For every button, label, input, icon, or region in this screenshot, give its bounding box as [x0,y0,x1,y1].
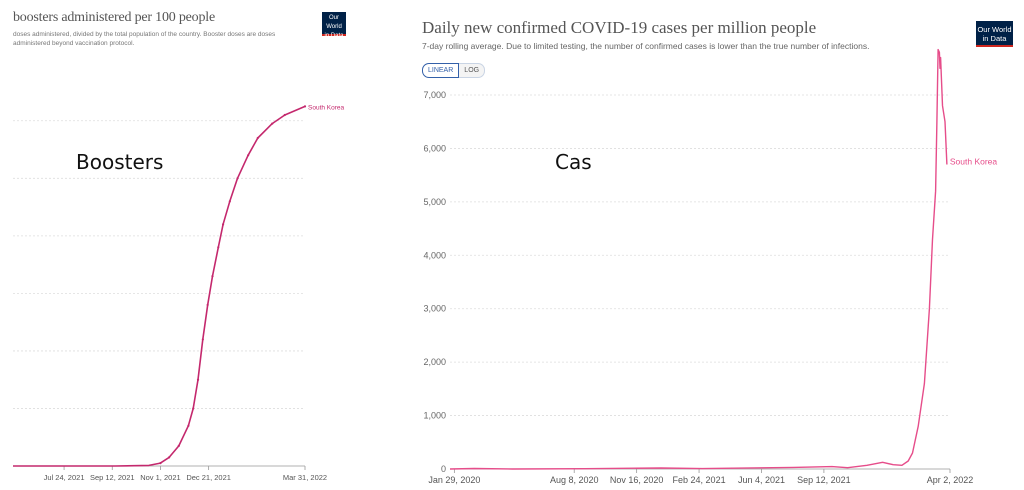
x-tick-label: Nov 1, 2021 [140,473,180,482]
x-tick-label: Dec 21, 2021 [186,473,231,482]
logo-line-1: Our World [977,25,1012,34]
x-tick-label: Mar 31, 2022 [283,473,327,482]
data-point [159,462,162,465]
log-toggle-button[interactable]: LOG [459,63,486,78]
data-point [217,246,220,249]
cases-line-chart: 0 1,000 2,000 3,000 4,000 5,000 6,000 7,000 Jan … [423,48,998,485]
data-point [177,444,180,447]
data-point [256,136,259,140]
data-point [303,105,307,108]
series-label: South Korea [950,156,998,166]
data-point [206,303,209,306]
y-tick-label: 3,000 [423,304,446,314]
boosters-chart-panel: boosters administered per 100 people dos… [0,0,346,490]
x-tick-label: Nov 16, 2020 [610,475,664,485]
x-tick-label: Aug 8, 2020 [550,475,599,485]
cases-chart-panel: Daily new confirmed COVID-19 cases per m… [412,0,1024,490]
boosters-line-chart: Jul 24, 2021 Sep 12, 2021 Nov 1, 2021 Dec 2… [13,104,345,482]
linear-toggle-button[interactable]: LINEAR [422,63,460,78]
owid-logo[interactable]: Our World in Data [322,12,346,39]
chart-title: Daily new confirmed COVID-19 cases per m… [422,18,817,37]
data-point [187,424,190,427]
data-point [201,338,204,341]
y-tick-label: 4,000 [423,250,446,260]
data-point [247,154,250,157]
owid-logo[interactable]: Our World in Data [976,21,1013,47]
chart-subtitle: 7-day rolling average. Due to limited te… [422,41,870,51]
y-tick-label: 1,000 [423,411,446,421]
y-tick-label: 6,000 [423,143,446,153]
x-tick-label: Jul 24, 2021 [44,473,85,482]
y-tick-label: 0 [441,464,446,474]
data-point [168,456,171,459]
logo-line-2: in Data [982,34,1007,43]
data-point [192,407,195,410]
boosters-overlay-label: Boosters [76,150,164,174]
series-label: South Korea [308,104,345,111]
x-tick-label: Jun 4, 2021 [738,475,785,485]
y-tick-label: 7,000 [423,90,446,100]
data-point [236,177,239,180]
data-point [228,200,231,203]
x-tick-label: Jan 29, 2020 [428,475,480,485]
scale-toggle: LINEAR LOG [422,63,486,78]
x-tick-label: Feb 24, 2021 [673,475,726,485]
y-tick-label: 5,000 [423,197,446,207]
x-tick-label: Apr 2, 2022 [927,475,974,485]
data-point [211,275,214,278]
data-point [283,113,286,117]
logo-line-2: in Data [324,33,344,39]
data-point [196,378,200,381]
logo-line-1: Our World [326,15,342,30]
x-tick-label: Sep 12, 2021 [797,475,851,485]
series-line [449,48,948,470]
x-tick-label: Sep 12, 2021 [90,473,135,482]
cases-overlay-label: Cas [555,150,592,174]
chart-title: boosters administered per 100 people [13,10,215,25]
y-tick-label: 2,000 [423,357,446,367]
data-point [221,223,225,226]
chart-subtitle: doses administered, divided by the total… [13,31,276,47]
data-point [271,122,274,125]
